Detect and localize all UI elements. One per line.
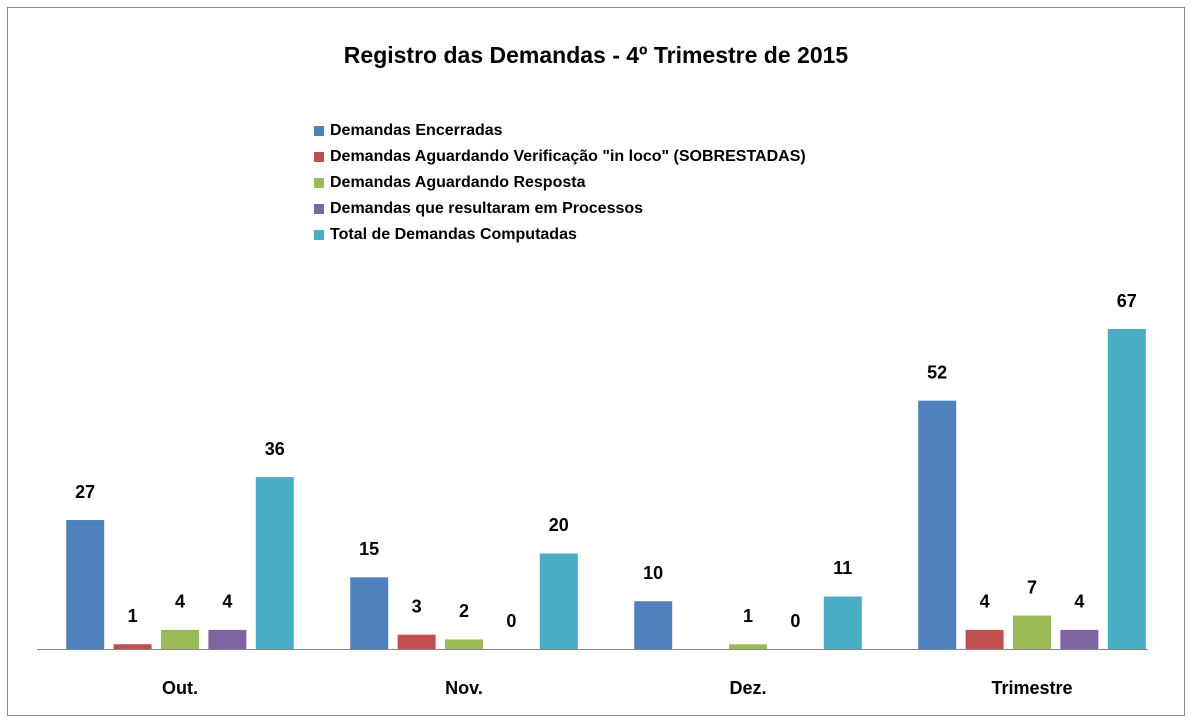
bar — [1107, 329, 1146, 649]
bar — [66, 520, 105, 649]
legend-label: Total de Demandas Computadas — [330, 226, 577, 243]
value-label: 27 — [75, 482, 95, 502]
legend-label: Demandas Encerradas — [330, 122, 503, 139]
value-label: 52 — [927, 362, 947, 382]
chart-frame — [7, 7, 1185, 716]
bar — [113, 644, 152, 649]
bar — [445, 639, 483, 649]
bar — [1060, 629, 1099, 649]
chart-title: Registro das Demandas - 4º Trimestre de … — [344, 42, 849, 68]
value-label: 0 — [790, 611, 800, 631]
bar — [634, 601, 673, 649]
value-label: 15 — [359, 539, 379, 559]
value-label: 36 — [265, 439, 285, 459]
bar — [161, 629, 199, 649]
value-label: 1 — [743, 606, 753, 626]
bar — [397, 634, 436, 649]
x-tick-label: Out. — [162, 678, 198, 698]
value-label: 3 — [412, 596, 422, 616]
value-label: 7 — [1027, 577, 1037, 597]
legend-label: Demandas que resultaram em Processos — [330, 200, 643, 217]
bar — [1013, 615, 1051, 649]
bar — [208, 629, 247, 649]
value-label: 4 — [222, 592, 232, 612]
legend-label: Demandas Aguardando Resposta — [330, 174, 586, 191]
value-label: 10 — [643, 563, 663, 583]
value-label: 20 — [549, 515, 569, 535]
legend-swatch — [314, 204, 324, 214]
legend-label: Demandas Aguardando Verificação "in loco… — [330, 148, 806, 165]
legend-swatch — [314, 230, 324, 240]
value-label: 0 — [506, 611, 516, 631]
value-label: 67 — [1117, 291, 1137, 311]
x-tick-label: Trimestre — [991, 678, 1072, 698]
x-tick-label: Dez. — [729, 678, 766, 698]
bar — [539, 553, 578, 649]
legend-swatch — [314, 152, 324, 162]
bar — [350, 577, 389, 649]
value-label: 1 — [128, 606, 138, 626]
bar — [965, 629, 1004, 649]
x-tick-label: Nov. — [445, 678, 483, 698]
bar — [729, 644, 767, 649]
legend-swatch — [314, 126, 324, 136]
value-label: 2 — [459, 601, 469, 621]
bar — [823, 596, 862, 649]
value-label: 4 — [980, 592, 990, 612]
legend-swatch — [314, 178, 324, 188]
value-label: 4 — [175, 592, 185, 612]
bar — [255, 477, 294, 649]
bar — [918, 400, 957, 649]
value-label: 4 — [1074, 592, 1084, 612]
value-label: 11 — [833, 558, 852, 578]
